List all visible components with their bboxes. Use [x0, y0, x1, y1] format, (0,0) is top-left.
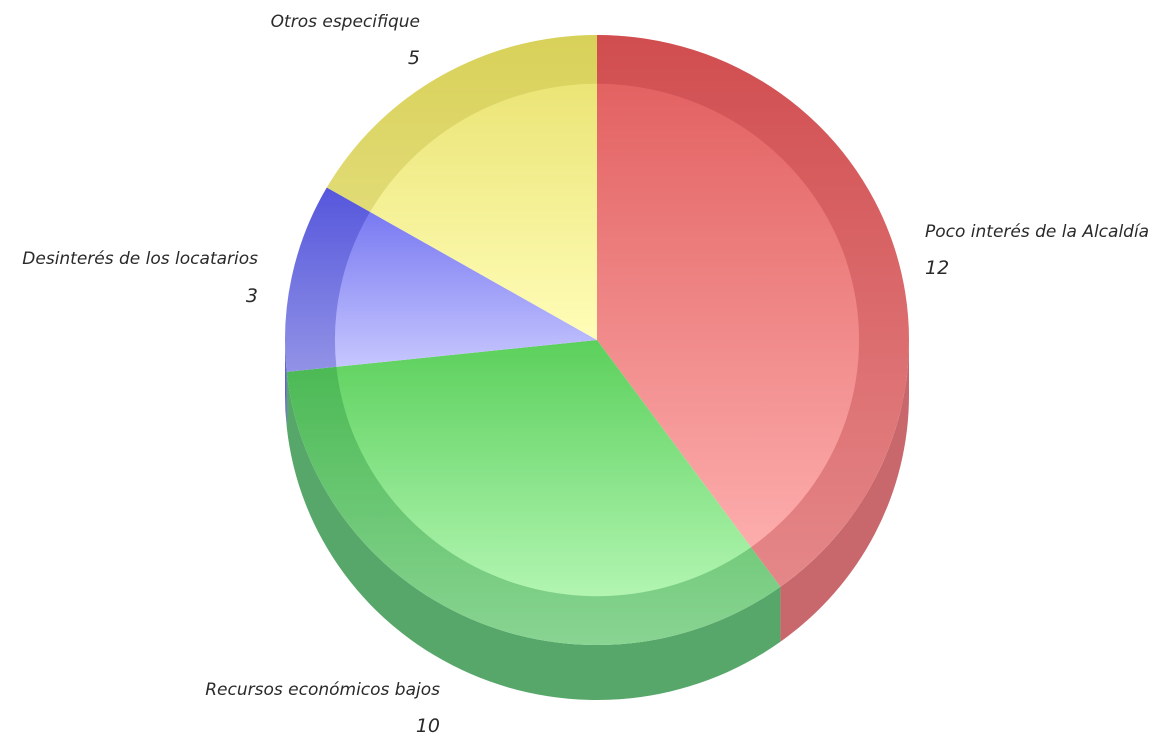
slice-value-2: 3	[246, 285, 258, 307]
pie-labels: Poco interés de la Alcaldía 12 Recursos ec…	[22, 12, 1149, 737]
pie-slice-rim-3	[326, 35, 597, 212]
pie-slice-1	[286, 340, 781, 645]
slice-label-2: Desinterés de los locatarios	[22, 249, 258, 269]
slice-value-1: 10	[416, 715, 440, 737]
pie-slice-3	[326, 35, 597, 340]
pie-slice-rim-0	[597, 35, 910, 587]
pie-slice-0	[597, 35, 910, 587]
slice-label-0: Poco interés de la Alcaldía	[925, 222, 1149, 242]
pie-slice-side-1	[286, 371, 781, 700]
pie-slice-side-2	[285, 340, 287, 427]
slice-value-0: 12	[925, 257, 949, 279]
slice-value-3: 5	[408, 47, 420, 69]
pie-slice-2	[285, 187, 597, 372]
pie-slice-side-0	[780, 340, 909, 642]
pie-side-walls	[285, 340, 909, 700]
pie-top-faces	[285, 35, 910, 645]
pie-slice-rim-1	[286, 366, 781, 645]
pie-slice-rim-2	[285, 187, 371, 372]
slice-label-1: Recursos económicos bajos	[205, 680, 440, 700]
slice-label-3: Otros especifique	[271, 12, 420, 32]
